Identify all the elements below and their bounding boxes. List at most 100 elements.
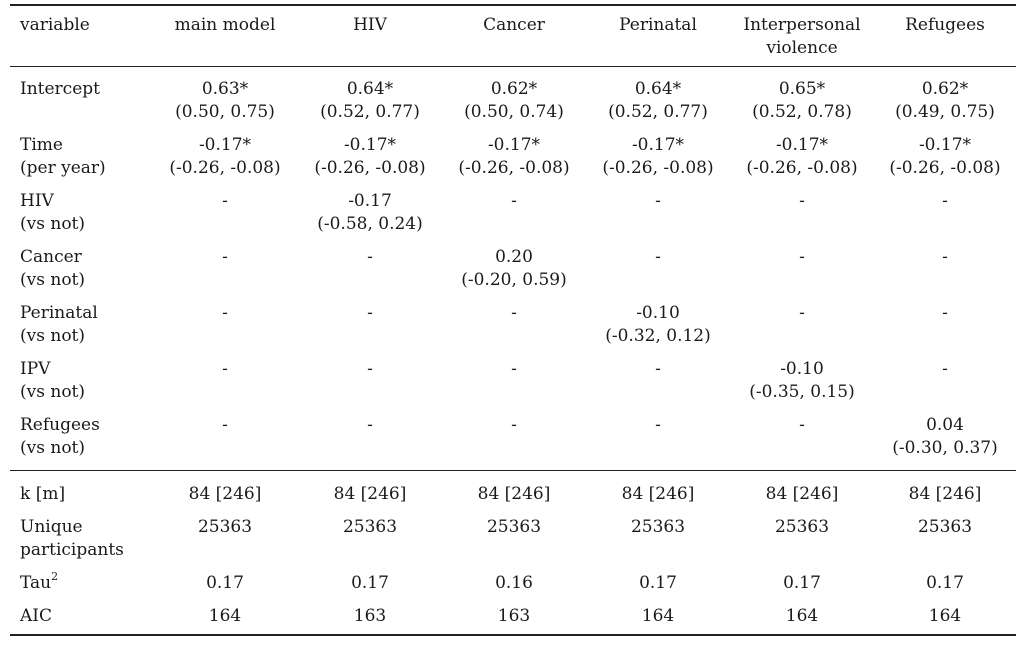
table-cell-line-0: -0.17* [343,135,397,155]
row-label-line-0: Intercept [20,79,100,99]
table-cell: 164 [208,606,242,626]
table-cell: - [152,407,298,471]
table-cell: -0.17* (-0.26, -0.08) [730,127,874,183]
row-label: Intercept [10,67,152,128]
column-header-5: Interpersonal violence [730,5,874,67]
table-cell-line-1: (-0.58, 0.24) [317,214,423,234]
table-cell: - [586,351,730,407]
table-cell-line-1: (-0.26, -0.08) [746,158,858,178]
table-cell: 25363 [630,517,686,537]
table-cell-line-0: - [367,359,373,379]
table-cell: - [152,239,298,295]
table-cell: - [298,351,442,407]
row-label: Cancer (vs not) [10,239,152,295]
table-cell-line-0: - [942,303,948,323]
row-label: Perinatal (vs not) [10,295,152,351]
table-row: Intercept 0.63* (0.50, 0.75) 0.64* (0.52, 0.… [10,67,1016,128]
table-cell-line-0: - [799,303,805,323]
row-label-line-1: (per year) [20,158,106,178]
table-cell: - [586,407,730,471]
table-cell-line-1: (-0.26, -0.08) [314,158,426,178]
row-label: Unique participants [10,510,152,566]
table-cell-line-0: 0.62* [921,79,969,99]
table-cell: 84 [246] [765,484,839,504]
row-label-line-0: Refugees [20,415,100,435]
table-cell-line-1: (0.50, 0.74) [464,102,564,122]
table-cell: 0.64* (0.52, 0.77) [586,67,730,128]
table-cell-line-0: - [511,415,517,435]
table-cell: - [152,351,298,407]
table-cell-line-1: (0.52, 0.77) [608,102,708,122]
table-cell-line-0: - [655,191,661,211]
row-label-line-1: (vs not) [20,214,86,234]
table-row: Refugees (vs not) - - - - - 0.04 (-0.30, 0.37) [10,407,1016,471]
row-label: k [m] [10,471,152,511]
table-cell: -0.17 (-0.58, 0.24) [298,183,442,239]
table-cell-line-0: 0.62* [490,79,538,99]
table-cell-line-0: - [942,247,948,267]
table-cell: 163 [353,606,387,626]
table-cell: -0.10 (-0.35, 0.15) [730,351,874,407]
table-cell-line-1: (0.49, 0.75) [895,102,995,122]
table-cell: 0.20 (-0.20, 0.59) [442,239,586,295]
table-cell: -0.17* (-0.26, -0.08) [586,127,730,183]
table-cell-line-1: (-0.26, -0.08) [602,158,714,178]
table-cell-line-1: (0.52, 0.78) [752,102,852,122]
table-cell-line-0: 0.64* [346,79,394,99]
table-cell: 25363 [917,517,973,537]
table-cell-line-0: - [222,303,228,323]
table-cell-line-0: 0.20 [495,247,533,267]
row-label-text: Tau [20,573,52,593]
column-header-3-line-0: Cancer [483,15,545,35]
table-cell-line-1: (-0.35, 0.15) [749,382,855,402]
table-cell: -0.17* (-0.26, -0.08) [442,127,586,183]
table-cell: - [874,295,1016,351]
row-label-line-1: (vs not) [20,326,86,346]
table-cell-line-0: -0.17* [631,135,685,155]
row-label-line-0: AIC [20,605,152,628]
table-cell: 25363 [342,517,398,537]
table-cell: - [874,183,1016,239]
table-cell: 0.17 [351,573,389,593]
column-header-1-line-0: main model [174,15,276,35]
column-header-0-line-0: variable [20,15,90,35]
table-cell: 0.63* (0.50, 0.75) [152,67,298,128]
table-cell: - [442,351,586,407]
table-cell-line-1: (-0.30, 0.37) [892,438,998,458]
table-cell-line-0: - [222,359,228,379]
table-cell-line-0: -0.17* [487,135,541,155]
table-cell-line-1: (0.52, 0.77) [320,102,420,122]
table-cell: - [442,295,586,351]
table-row: HIV (vs not) - -0.17 (-0.58, 0.24) - - - - [10,183,1016,239]
table-cell: - [730,407,874,471]
row-label-line-0: Tau2 [20,571,152,595]
row-label-line-1: (vs not) [20,382,86,402]
table-cell-line-0: -0.17* [775,135,829,155]
regression-table-container: variable main model HIV Cancer Perinatal Inte… [10,4,1016,636]
table-cell: 163 [497,606,531,626]
table-cell-line-0: -0.10 [636,303,680,323]
table-cell-line-0: - [942,359,948,379]
row-label-line-0: IPV [20,359,51,379]
table-cell: 0.17 [783,573,821,593]
model-statistics-rows: k [m] 84 [246] 84 [246] 84 [246] 84 [246] 84 … [10,470,1016,635]
table-cell: 0.65* (0.52, 0.78) [730,67,874,128]
table-cell-line-0: - [367,303,373,323]
regression-table: variable main model HIV Cancer Perinatal Inte… [10,4,1016,636]
table-cell-line-1: (-0.26, -0.08) [458,158,570,178]
table-cell: - [586,239,730,295]
table-cell-line-0: 0.04 [926,415,964,435]
row-label: AIC [10,599,152,635]
row-label: Tau2 [10,566,152,599]
table-cell: 164 [641,606,675,626]
row-label-line-0: HIV [20,191,54,211]
table-cell: 84 [246] [621,484,695,504]
row-label: Time (per year) [10,127,152,183]
table-cell: 164 [928,606,962,626]
table-cell: -0.10 (-0.32, 0.12) [586,295,730,351]
table-cell-line-0: 0.65* [778,79,826,99]
table-cell: 0.04 (-0.30, 0.37) [874,407,1016,471]
table-cell-line-0: -0.17 [348,191,392,211]
table-cell: 0.17 [639,573,677,593]
table-cell: 84 [246] [333,484,407,504]
